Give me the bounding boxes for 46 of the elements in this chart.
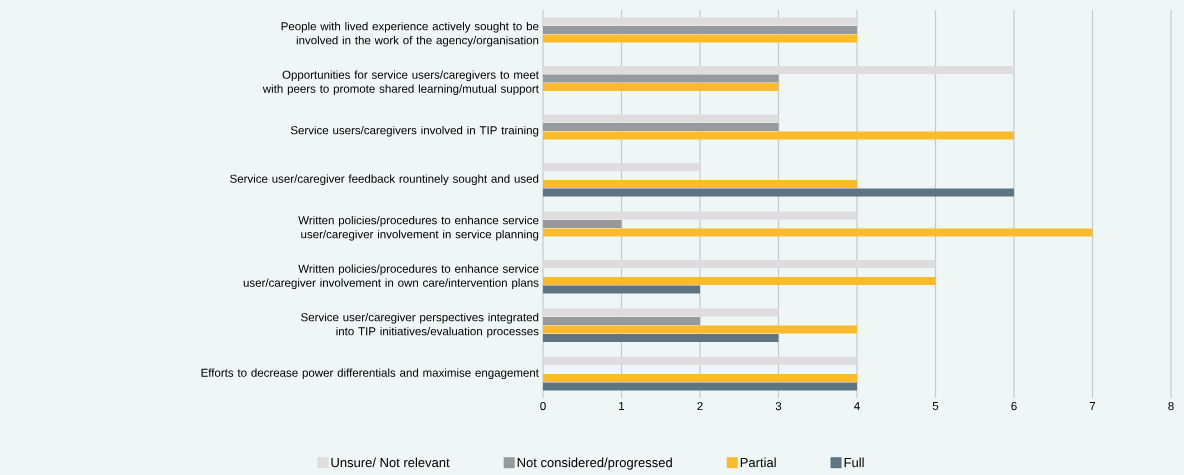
x-tick-label: 6 [1011, 402, 1017, 411]
bar [543, 277, 936, 285]
x-tick-label: 0 [540, 402, 546, 411]
bar [543, 26, 857, 34]
y-tick-label: Service users/caregivers involved in TIP training [290, 125, 539, 137]
bar [543, 285, 700, 294]
bar [543, 334, 779, 342]
bar [543, 382, 857, 391]
bar [543, 34, 857, 43]
bar [543, 308, 779, 317]
x-tick-label: 8 [1168, 402, 1174, 411]
bar [543, 114, 779, 123]
bar [543, 228, 1093, 237]
x-tick-label: 7 [1089, 402, 1096, 410]
bar [543, 325, 857, 334]
y-tick-label: People with lived experience actively sought to be involved in the work of the agency/organisation [281, 21, 539, 47]
bar [543, 188, 1014, 197]
bar [543, 163, 700, 171]
bar [543, 260, 936, 268]
bar [543, 317, 700, 325]
legend-label: Unsure/ Not relevant [331, 457, 450, 468]
bar [543, 123, 779, 131]
x-tick-label: 2 [697, 402, 703, 411]
x-tick-label: 3 [775, 402, 782, 411]
x-tick-label: 5 [932, 402, 939, 411]
bar [543, 220, 622, 228]
y-tick-label: Efforts to decrease power differentials and maximise engagement [201, 368, 539, 380]
bar [543, 180, 857, 188]
bar [543, 83, 779, 91]
bar [543, 357, 857, 365]
y-tick-label: Opportunities for service users/caregivers to meet with peers to promote shared learning/mutual support [262, 70, 539, 96]
x-tick-label: 1 [619, 402, 625, 410]
y-tick-label: Written policies/procedures to enhance service user/caregiver involvement in own care/intervention plans [243, 264, 539, 290]
bar [543, 74, 779, 83]
bar [543, 211, 857, 220]
x-tick-label: 4 [854, 402, 860, 410]
y-tick-label: Service user/caregiver perspectives integrated into TIP initiatives/evaluation processes [301, 312, 539, 338]
bar [543, 17, 857, 26]
legend-label: Not considered/progressed [517, 457, 672, 470]
bar [543, 66, 1014, 74]
bar [543, 131, 1014, 140]
legend-label: Full [844, 457, 864, 468]
bar [543, 374, 857, 382]
y-tick-label: Service user/caregiver feedback rountinely sought and used [230, 174, 539, 186]
y-tick-label: Written policies/procedures to enhance service user/caregiver involvement in service planning [298, 215, 539, 241]
legend-label: Partial [740, 457, 776, 468]
